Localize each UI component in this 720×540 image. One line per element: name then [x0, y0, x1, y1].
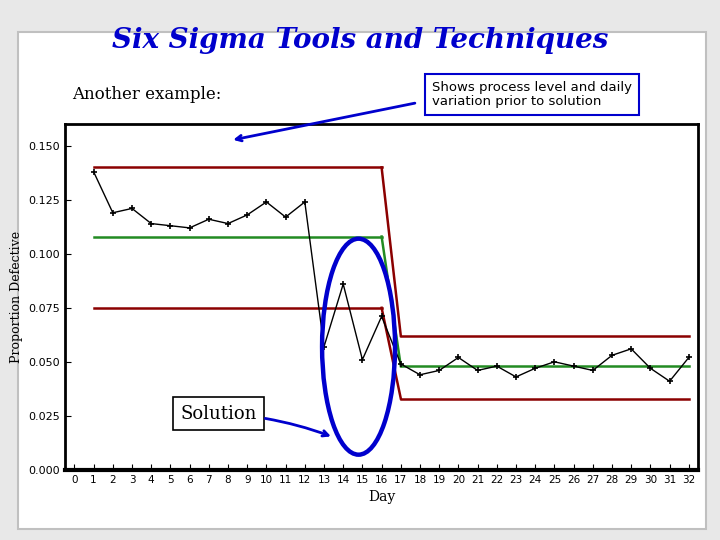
- X-axis label: Day: Day: [368, 490, 395, 504]
- Text: Another example:: Another example:: [72, 86, 221, 103]
- Text: Solution: Solution: [180, 404, 256, 423]
- Text: Six Sigma Tools and Techniques: Six Sigma Tools and Techniques: [112, 27, 608, 54]
- Y-axis label: Proportion Defective: Proportion Defective: [9, 231, 22, 363]
- Text: Shows process level and daily
variation prior to solution: Shows process level and daily variation …: [432, 80, 632, 109]
